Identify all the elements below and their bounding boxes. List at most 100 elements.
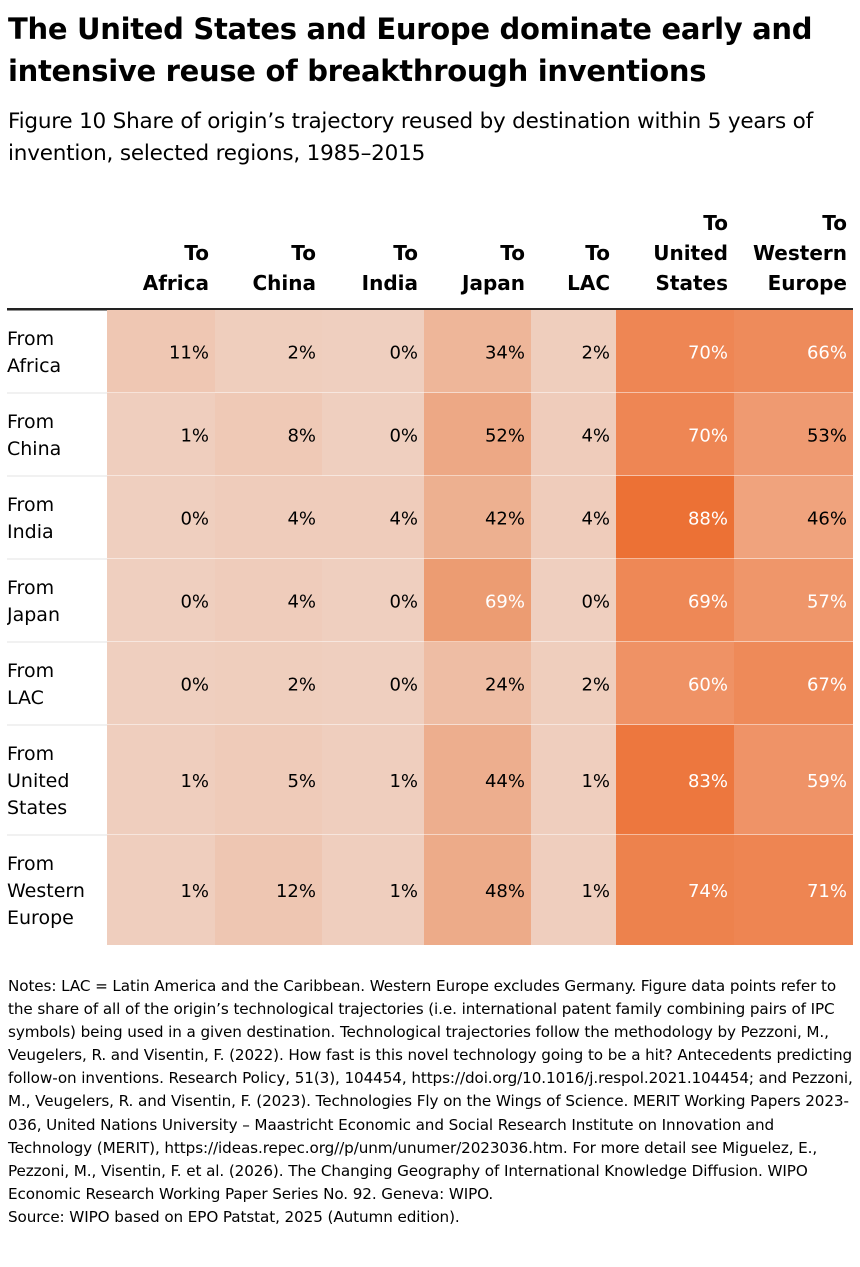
cell-value-r0-c4: 2% (581, 343, 610, 364)
heatmap-cell-r0-c6 (734, 310, 853, 393)
heatmap-cell-r3-c0 (107, 559, 215, 642)
cell-value-r3-c4: 0% (581, 592, 610, 613)
cell-value-r5-c5: 83% (688, 771, 728, 792)
cell-value-r4-c4: 2% (581, 675, 610, 696)
cell-value-r5-c1: 5% (287, 771, 316, 792)
heatmap-cell-r4-c4 (531, 642, 616, 725)
heatmap-cell-r2-c5 (616, 476, 734, 559)
cell-value-r1-c4: 4% (581, 426, 610, 447)
row-label-divider-5 (7, 834, 107, 836)
row-label-5-line-0: From (7, 743, 54, 765)
heatmap-cell-r2-c6 (734, 476, 853, 559)
heatmap-cell-r2-c0 (107, 476, 215, 559)
heatmap-cell-r0-c1 (215, 310, 322, 393)
cell-value-r6-c5: 74% (688, 881, 728, 902)
heatmap-cell-r6-c5 (616, 835, 734, 945)
heatmap-cell-r1-c3 (424, 393, 531, 476)
row-label-3-line-1: Japan (7, 604, 60, 626)
heatmap-cell-r5-c3 (424, 725, 531, 835)
row-label-3-line-0: From (7, 577, 54, 599)
row-label-0-line-1: Africa (7, 355, 61, 377)
column-header-0-line-1: Africa (143, 271, 209, 295)
notes-block: Notes: LAC = Latin America and the Carib… (8, 975, 853, 1229)
column-header-6-line-1: Western (753, 241, 847, 265)
heatmap-cell-r4-c0 (107, 642, 215, 725)
cell-value-r0-c0: 11% (169, 343, 209, 364)
heatmap-cell-r0-c2 (322, 310, 424, 393)
source-text: Source: WIPO based on EPO Patstat, 2025 … (8, 1207, 460, 1226)
cell-value-r1-c5: 70% (688, 426, 728, 447)
cell-value-r6-c0: 1% (180, 881, 209, 902)
cell-value-r5-c0: 1% (180, 771, 209, 792)
cell-value-r2-c1: 4% (287, 509, 316, 530)
row-label-divider-0 (7, 392, 107, 394)
heatmap-cell-r4-c2 (322, 642, 424, 725)
heatmap-cell-r0-c5 (616, 310, 734, 393)
cell-value-r3-c1: 4% (287, 592, 316, 613)
cell-value-r2-c6: 46% (807, 509, 847, 530)
heatmap-cell-r1-c5 (616, 393, 734, 476)
cell-value-r3-c2: 0% (389, 592, 418, 613)
cell-value-r0-c2: 0% (389, 343, 418, 364)
heatmap-cell-r2-c2 (322, 476, 424, 559)
cell-value-r0-c1: 2% (287, 343, 316, 364)
column-header-4-line-0: To (585, 241, 610, 265)
cell-value-r1-c0: 1% (180, 426, 209, 447)
column-header-2-line-0: To (393, 241, 418, 265)
cell-value-r5-c3: 44% (485, 771, 525, 792)
heatmap-cell-r4-c6 (734, 642, 853, 725)
cell-value-r5-c4: 1% (581, 771, 610, 792)
cell-value-r4-c6: 67% (807, 675, 847, 696)
heatmap-svg: To Africa To China To India To Japan To LAC To Unit… (7, 211, 853, 945)
cell-value-r6-c2: 1% (389, 881, 418, 902)
row-label-2-line-0: From (7, 494, 54, 516)
cell-value-r0-c3: 34% (485, 343, 525, 364)
column-header-5-line-1: United (653, 241, 728, 265)
cell-value-r1-c6: 53% (807, 426, 847, 447)
cell-value-r4-c3: 24% (485, 675, 525, 696)
row-label-divider-2 (7, 558, 107, 560)
chart-subtitle: Figure 10 Share of origin’s trajectory r… (8, 109, 813, 166)
column-header-5-line-2: States (656, 271, 729, 295)
cell-value-r4-c5: 60% (688, 675, 728, 696)
heatmap-cell-r5-c0 (107, 725, 215, 835)
heatmap-cell-r2-c3 (424, 476, 531, 559)
column-header-0-line-0: To (184, 241, 209, 265)
heatmap-cell-r3-c6 (734, 559, 853, 642)
heatmap-cell-r6-c2 (322, 835, 424, 945)
row-label-divider-4 (7, 724, 107, 726)
heatmap-cell-r5-c4 (531, 725, 616, 835)
row-label-2-line-1: India (7, 521, 54, 543)
cell-value-r1-c1: 8% (287, 426, 316, 447)
cell-value-r6-c1: 12% (276, 881, 316, 902)
heatmap-cell-r4-c1 (215, 642, 322, 725)
cell-value-r2-c5: 88% (688, 509, 728, 530)
cell-value-r1-c2: 0% (389, 426, 418, 447)
heatmap-cell-r3-c1 (215, 559, 322, 642)
heatmap-cell-r6-c4 (531, 835, 616, 945)
cell-value-r6-c6: 71% (807, 881, 847, 902)
heatmap-cell-r6-c0 (107, 835, 215, 945)
row-label-4-line-1: LAC (7, 687, 44, 709)
row-label-divider-3 (7, 641, 107, 643)
cell-value-r3-c3: 69% (485, 592, 525, 613)
column-header-1-line-1: China (252, 271, 316, 295)
heatmap-cell-r0-c3 (424, 310, 531, 393)
row-label-6-line-1: Western (7, 880, 85, 902)
heatmap-cell-r1-c4 (531, 393, 616, 476)
heatmap-cell-r4-c5 (616, 642, 734, 725)
heatmap-cell-r5-c1 (215, 725, 322, 835)
heatmap-cell-r1-c1 (215, 393, 322, 476)
row-label-5-line-1: United (7, 770, 69, 792)
heatmap-cell-r3-c4 (531, 559, 616, 642)
column-header-3-line-1: Japan (460, 271, 525, 295)
cell-value-r3-c5: 69% (688, 592, 728, 613)
heatmap-cell-r2-c4 (531, 476, 616, 559)
heatmap-cell-r4-c3 (424, 642, 531, 725)
notes-text: Notes: LAC = Latin America and the Carib… (8, 977, 853, 1203)
heatmap-cell-r6-c1 (215, 835, 322, 945)
column-header-5-line-0: To (703, 211, 728, 235)
cell-value-r0-c5: 70% (688, 343, 728, 364)
heatmap-cell-r1-c6 (734, 393, 853, 476)
cell-value-r1-c3: 52% (485, 426, 525, 447)
